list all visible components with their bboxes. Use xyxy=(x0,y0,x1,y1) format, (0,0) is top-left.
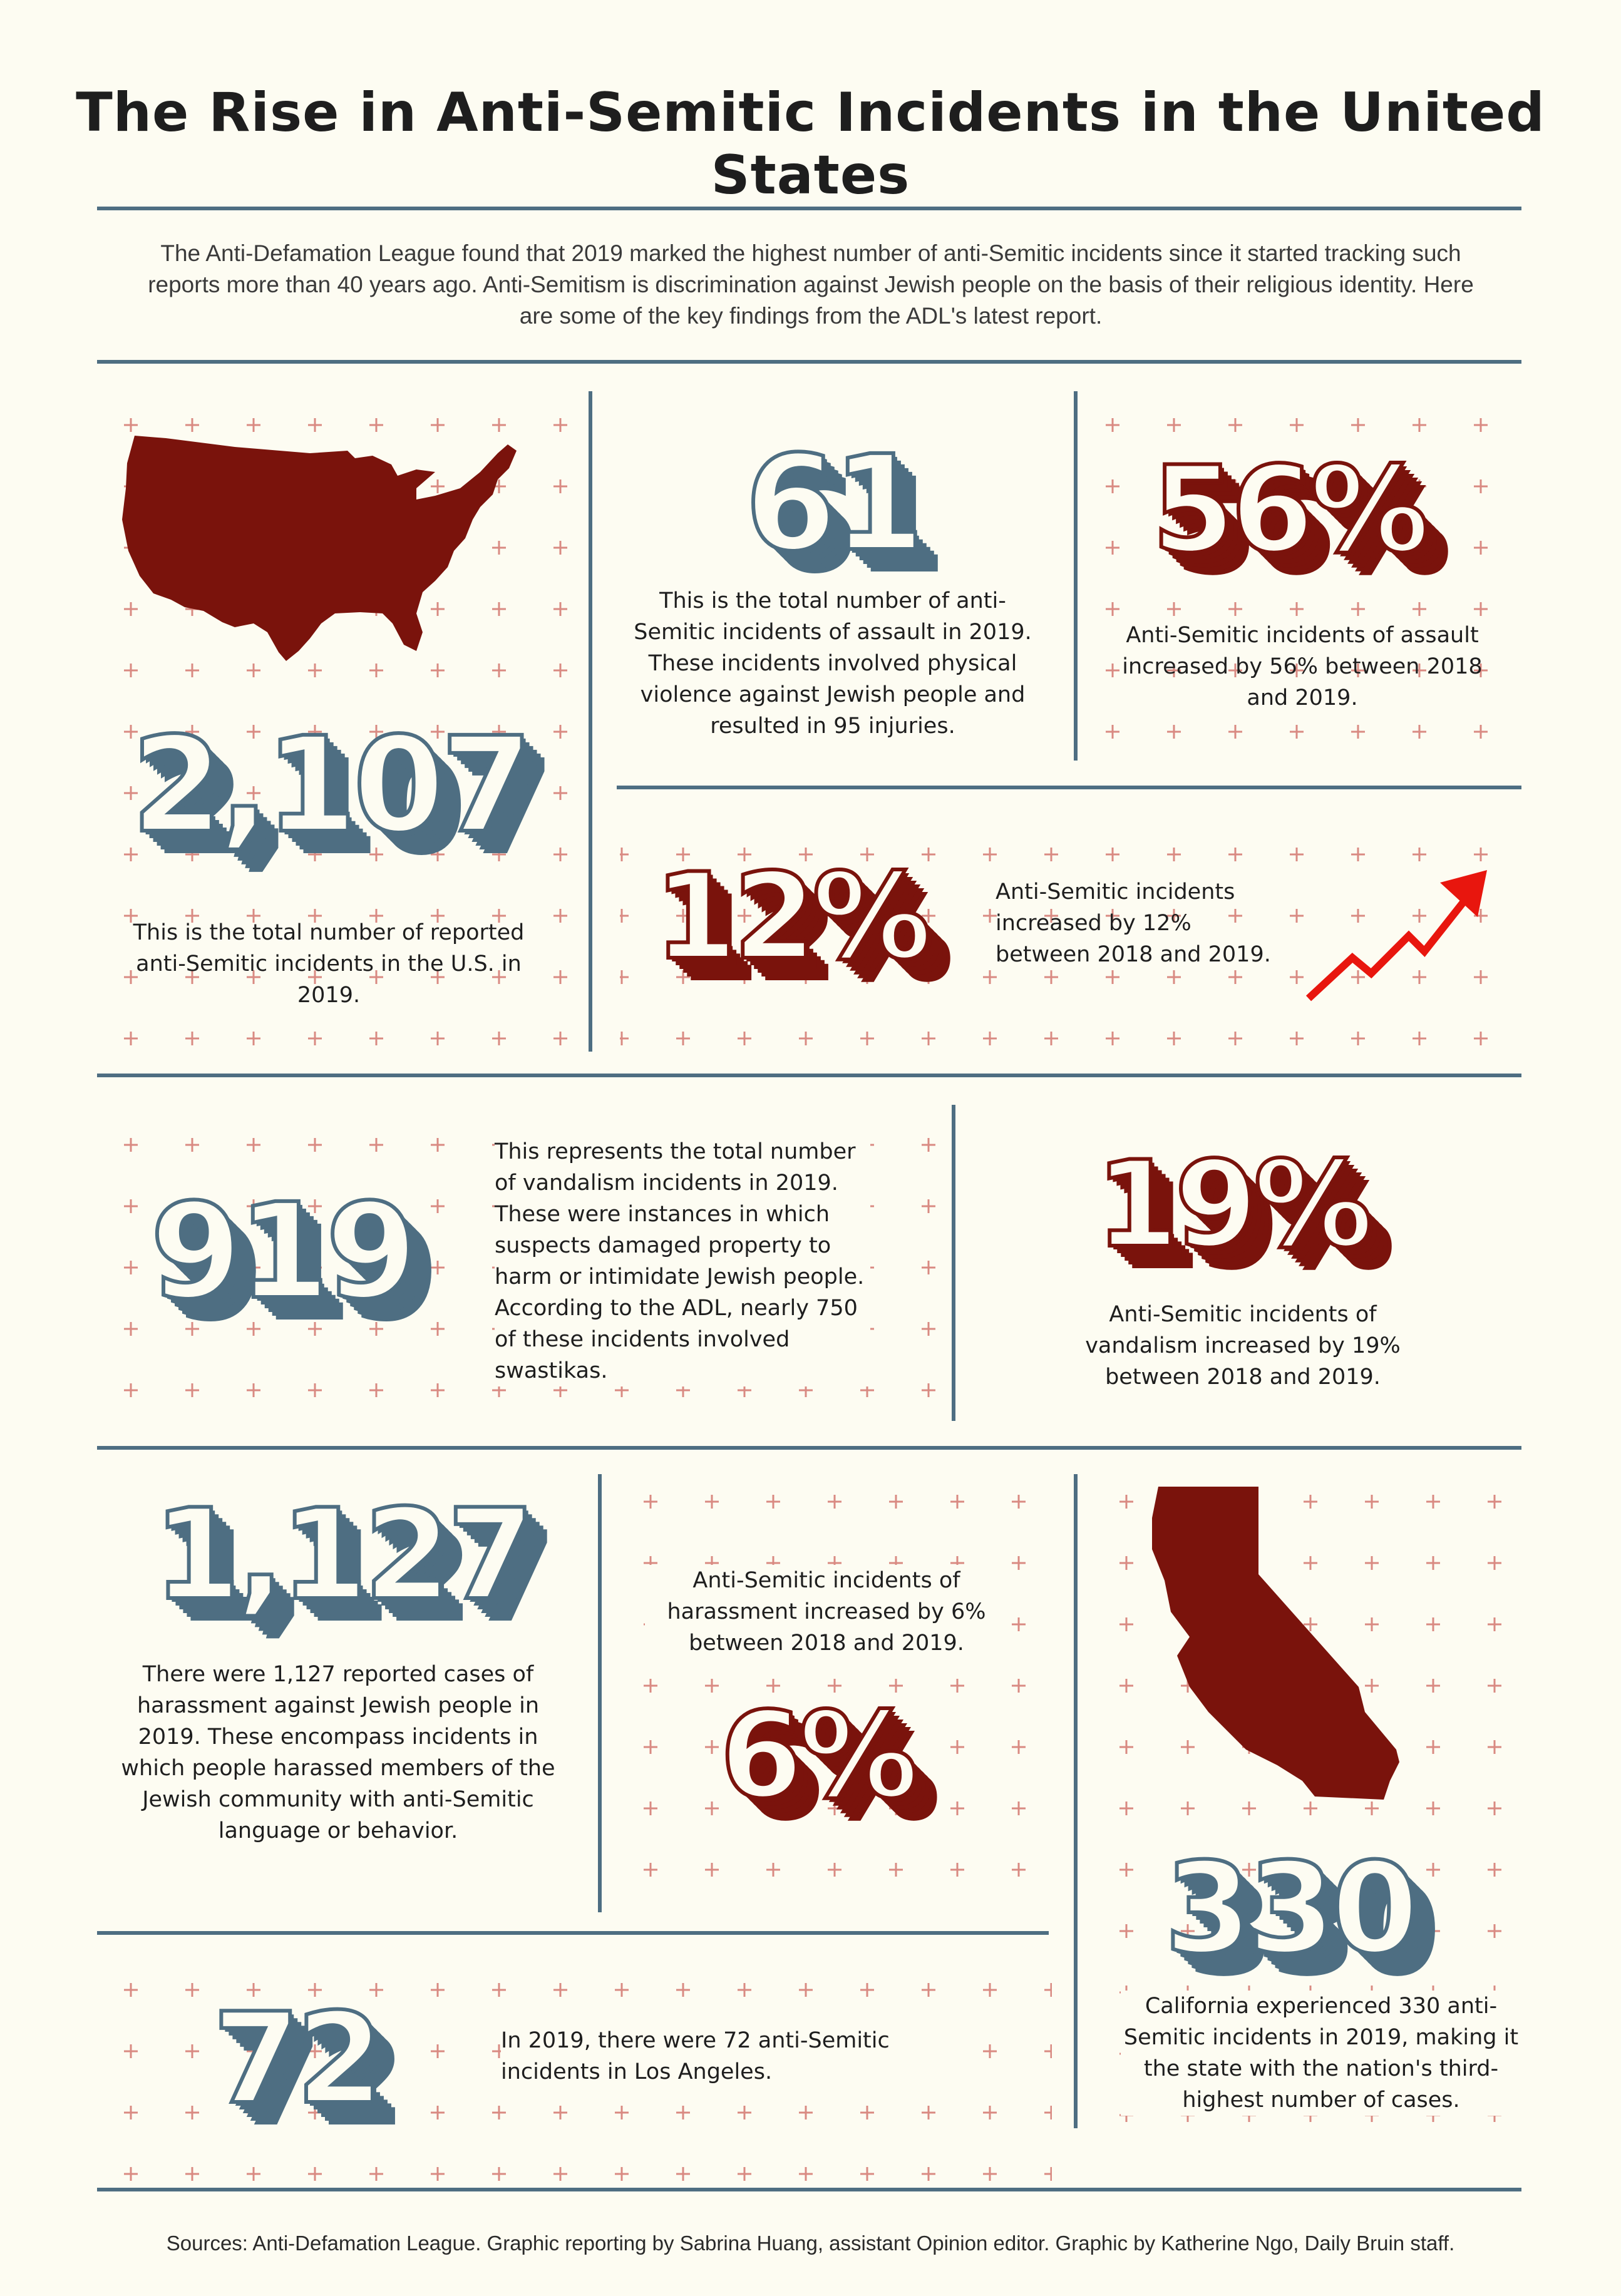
total-incidents-number: 2,107 xyxy=(130,709,534,862)
los-angeles-number: 72 xyxy=(211,1986,385,2132)
harassment-text: There were 1,127 reported cases of haras… xyxy=(121,1662,555,1843)
assault-change-number: 56% xyxy=(1150,441,1431,579)
divider xyxy=(1074,391,1078,761)
divider xyxy=(598,1474,602,1912)
california-text: California experienced 330 anti-Semitic … xyxy=(1121,1991,1521,2116)
divider xyxy=(617,786,1521,789)
intro-paragraph: The Anti-Defamation League found that 20… xyxy=(148,240,1474,329)
harassment-change-number: 6% xyxy=(718,1686,920,1825)
us-map-icon xyxy=(122,436,517,661)
assault-change-text: Anti-Semitic incidents of assault increa… xyxy=(1122,623,1483,710)
total-change-text: Anti-Semitic incidents increased by 12% … xyxy=(996,879,1271,967)
divider xyxy=(97,1446,1521,1450)
divider xyxy=(952,1105,955,1421)
divider xyxy=(97,1931,1049,1935)
cross-pattern xyxy=(620,1471,1058,1909)
page-title: The Rise in Anti-Semitic Incidents in th… xyxy=(76,81,1545,207)
vandalism-number: 919 xyxy=(148,1175,419,1328)
divider xyxy=(97,1074,1521,1077)
total-change-number: 12% xyxy=(652,848,934,986)
harassment-number: 1,127 xyxy=(152,1482,537,1628)
harassment-change-text: Anti-Semitic incidents of harassment inc… xyxy=(645,1565,1008,1659)
sources-credit: Sources: Anti-Defamation League. Graphic… xyxy=(166,2232,1455,2255)
trend-up-arrow-icon xyxy=(1305,870,1487,1002)
assault-text: This is the total number of anti-Semitic… xyxy=(634,588,1032,739)
divider xyxy=(97,2188,1521,2191)
vandalism-change-text: Anti-Semitic incidents of vandalism incr… xyxy=(1085,1302,1401,1390)
assault-number: 61 xyxy=(743,427,926,580)
california-number: 330 xyxy=(1163,1836,1420,1982)
vandalism-change-number: 19% xyxy=(1094,1135,1375,1274)
los-angeles-text: In 2019, there were 72 anti-Semitic inci… xyxy=(501,2025,939,2088)
total-incidents-text: This is the total number of reported ant… xyxy=(133,920,525,1008)
divider xyxy=(97,207,1521,210)
divider xyxy=(97,360,1521,364)
vandalism-text: This represents the total number of vand… xyxy=(495,1136,870,1386)
california-map-icon xyxy=(1152,1487,1399,1800)
divider xyxy=(1074,1474,1078,2128)
divider xyxy=(589,391,592,1052)
